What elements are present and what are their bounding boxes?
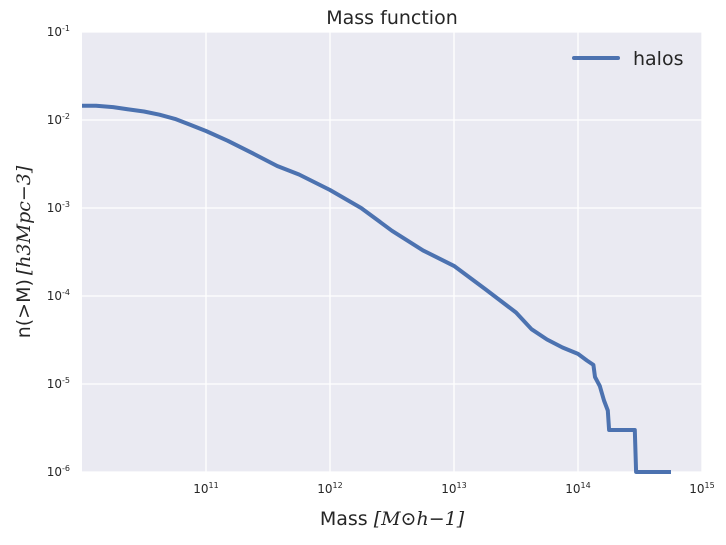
x-tick-label: 1011 (193, 481, 218, 496)
y-tick-label: 10-6 (47, 464, 70, 479)
x-tick-label: 1013 (441, 481, 466, 496)
x-axis-label: Mass [M⊙h−1] (320, 508, 465, 530)
x-axis-label-math: [M⊙h−1] (374, 508, 465, 530)
y-axis-label-math: [h3Mpc−3] (13, 165, 35, 275)
x-tick-label: 1012 (317, 481, 342, 496)
legend-label-halos: halos (633, 48, 684, 70)
x-tick-label: 1015 (689, 481, 714, 496)
series-line-halos (82, 103, 671, 474)
y-tick-label: 10-2 (47, 112, 70, 127)
y-tick-label: 10-5 (47, 376, 70, 391)
x-axis-label-text: Mass (320, 508, 368, 530)
chart-title: Mass function (326, 7, 458, 29)
y-tick-label: 10-4 (47, 288, 70, 303)
plot-background (82, 32, 702, 472)
y-axis-label-text: n(>M) (13, 279, 35, 338)
x-tick-labels: 1011 1012 1013 1014 1015 (193, 481, 714, 496)
series-lines (82, 103, 671, 474)
y-tick-label: 10-1 (47, 24, 70, 39)
legend: halos (572, 48, 684, 70)
x-tick-label: 1014 (565, 481, 590, 496)
y-tick-labels: 10-1 10-2 10-3 10-4 10-5 10-6 (47, 24, 70, 479)
y-tick-label: 10-3 (47, 200, 70, 215)
y-axis-label: n(>M) [h3Mpc−3] (13, 165, 35, 338)
